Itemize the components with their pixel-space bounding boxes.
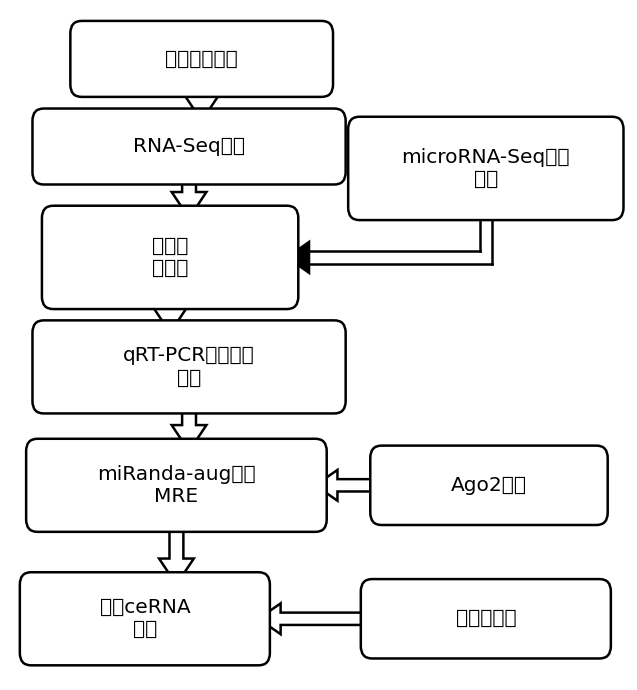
Polygon shape <box>315 470 382 501</box>
Text: qRT-PCR验证测序
结果: qRT-PCR验证测序 结果 <box>123 346 255 387</box>
FancyBboxPatch shape <box>32 320 346 413</box>
Text: microRNA-Seq数据
收集: microRNA-Seq数据 收集 <box>401 148 570 189</box>
Text: 测序文库构建: 测序文库构建 <box>166 50 238 68</box>
FancyBboxPatch shape <box>20 572 270 665</box>
FancyBboxPatch shape <box>26 439 327 532</box>
Text: Ago2验证: Ago2验证 <box>451 476 527 495</box>
Text: 测序数
据分析: 测序数 据分析 <box>152 237 189 278</box>
Polygon shape <box>172 172 206 218</box>
FancyBboxPatch shape <box>32 108 346 184</box>
FancyBboxPatch shape <box>348 117 624 220</box>
FancyBboxPatch shape <box>361 579 611 658</box>
Polygon shape <box>259 603 372 634</box>
Text: 超几何检验: 超几何检验 <box>455 609 516 629</box>
Polygon shape <box>172 401 206 451</box>
Text: 构建ceRNA
网络: 构建ceRNA 网络 <box>99 598 190 639</box>
Polygon shape <box>153 297 187 333</box>
Polygon shape <box>184 85 219 121</box>
Text: RNA-Seq测序: RNA-Seq测序 <box>133 137 245 156</box>
Polygon shape <box>159 520 194 584</box>
FancyBboxPatch shape <box>42 206 298 309</box>
FancyBboxPatch shape <box>70 21 333 97</box>
Text: miRanda-aug预测
MRE: miRanda-aug预测 MRE <box>97 465 255 506</box>
FancyBboxPatch shape <box>370 446 608 525</box>
Polygon shape <box>287 242 309 273</box>
